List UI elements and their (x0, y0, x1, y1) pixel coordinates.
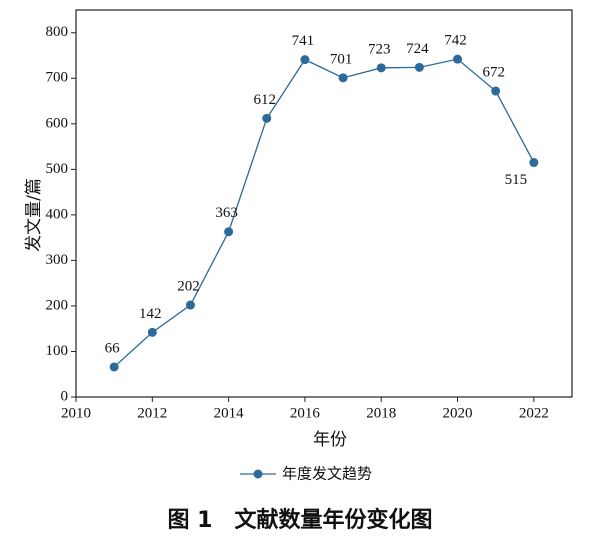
data-point (109, 362, 119, 372)
x-tick-label: 2022 (519, 405, 549, 421)
x-tick-label: 2018 (366, 405, 396, 421)
y-tick-label: 400 (46, 206, 69, 222)
x-tick-label: 2016 (290, 405, 321, 421)
data-label: 515 (505, 172, 528, 188)
x-tick-label: 2014 (214, 405, 245, 421)
data-point (300, 55, 310, 65)
data-point (338, 73, 348, 83)
data-label: 672 (482, 64, 505, 80)
data-point (414, 62, 424, 72)
y-tick-label: 800 (46, 24, 69, 40)
data-label: 742 (444, 33, 467, 49)
x-tick-label: 2010 (61, 405, 91, 421)
y-axis-label: 发文量/篇 (24, 178, 44, 252)
data-point (529, 158, 539, 168)
data-point (224, 227, 234, 237)
x-axis-label: 年份 (313, 430, 347, 450)
data-label: 741 (292, 33, 315, 49)
data-point (185, 300, 195, 310)
data-label: 612 (254, 92, 277, 108)
data-point (453, 54, 463, 64)
data-point (491, 86, 501, 96)
data-label: 724 (406, 41, 429, 57)
legend-marker (253, 469, 263, 479)
data-point (147, 327, 157, 337)
series-line (113, 58, 535, 368)
data-label: 723 (368, 41, 391, 57)
y-tick-label: 0 (61, 388, 69, 404)
data-label: 363 (215, 205, 238, 221)
y-tick-label: 200 (46, 297, 69, 313)
legend-label: 年度发文趋势 (282, 465, 372, 483)
y-tick-label: 500 (46, 161, 69, 177)
chart-title: 图 1 文献数量年份变化图 (168, 507, 433, 533)
data-point (262, 113, 272, 123)
y-tick-label: 100 (46, 343, 69, 359)
data-label: 202 (177, 278, 200, 294)
data-label: 142 (139, 306, 162, 322)
x-tick-label: 2012 (137, 405, 167, 421)
y-tick-label: 700 (46, 70, 69, 86)
y-tick-label: 600 (46, 115, 69, 131)
y-tick-label: 300 (46, 252, 69, 268)
data-label: 701 (330, 51, 353, 67)
data-point (376, 63, 386, 73)
data-label: 66 (105, 340, 121, 356)
plot-frame (75, 9, 573, 398)
x-tick-label: 2020 (443, 405, 473, 421)
